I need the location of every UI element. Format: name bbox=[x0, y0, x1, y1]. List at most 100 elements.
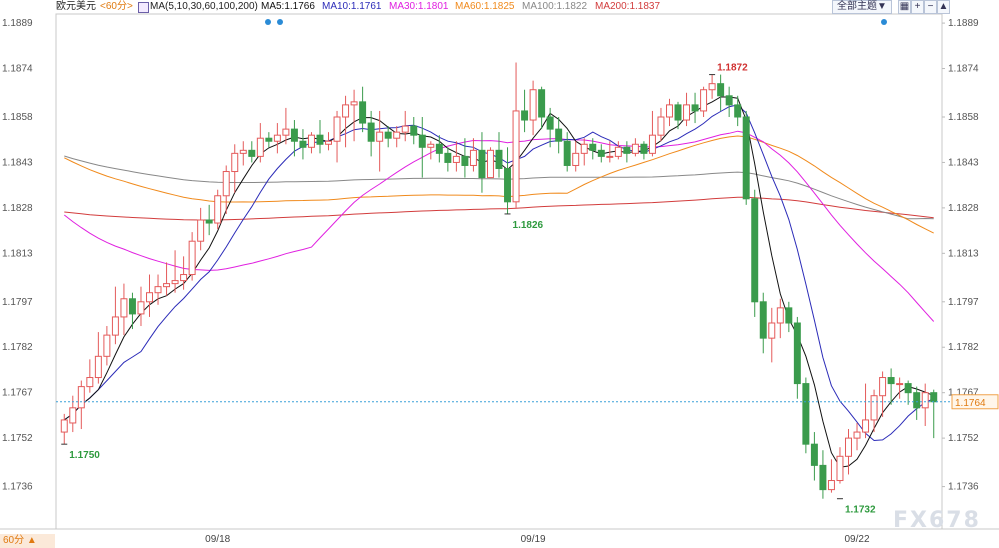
candle-body-down[interactable] bbox=[435, 143, 443, 154]
timeframe-badge[interactable]: 60分 ▲ bbox=[0, 534, 55, 548]
candle-body-down[interactable] bbox=[674, 104, 682, 121]
candle-body-down[interactable] bbox=[410, 125, 418, 136]
candle-body-up[interactable] bbox=[86, 377, 94, 388]
candle-body-up[interactable] bbox=[862, 419, 870, 433]
candle-body-down[interactable] bbox=[819, 464, 827, 491]
candle-body-up[interactable] bbox=[188, 240, 196, 276]
candle-body-up[interactable] bbox=[239, 149, 247, 154]
event-marker-icon[interactable] bbox=[265, 19, 271, 25]
candle-body-up[interactable] bbox=[572, 152, 580, 166]
candle-body-up[interactable] bbox=[154, 286, 162, 294]
event-marker-icon[interactable] bbox=[881, 19, 887, 25]
candle-body-down[interactable] bbox=[384, 131, 392, 139]
candle-body-down[interactable] bbox=[444, 152, 452, 163]
candle-body-up[interactable] bbox=[648, 134, 656, 154]
candle-body-up[interactable] bbox=[376, 131, 384, 142]
candle-body-up[interactable] bbox=[666, 104, 673, 118]
candle-body-down[interactable] bbox=[734, 104, 742, 118]
candle-body-down[interactable] bbox=[810, 443, 818, 466]
candle-body-up[interactable] bbox=[853, 431, 861, 439]
candle-body-up[interactable] bbox=[896, 383, 904, 386]
candle-body-up[interactable] bbox=[214, 195, 222, 224]
candle-body-down[interactable] bbox=[793, 322, 801, 385]
candle-body-up[interactable] bbox=[427, 143, 435, 148]
candle-body-down[interactable] bbox=[597, 149, 605, 157]
candle-body-up[interactable] bbox=[452, 155, 460, 163]
candle-body-down[interactable] bbox=[589, 143, 597, 151]
scroll-up-icon[interactable]: ▲ bbox=[937, 0, 950, 14]
candle-body-up[interactable] bbox=[120, 298, 128, 318]
candle-body-up[interactable] bbox=[111, 316, 119, 336]
candle-body-up[interactable] bbox=[273, 134, 281, 142]
candle-body-down[interactable] bbox=[521, 110, 529, 121]
candle-body-down[interactable] bbox=[563, 140, 571, 166]
candle-body-up[interactable] bbox=[231, 152, 239, 173]
candle-body-down[interactable] bbox=[538, 89, 546, 118]
candle-body-up[interactable] bbox=[580, 143, 588, 154]
candle-body-down[interactable] bbox=[802, 383, 810, 445]
candle-body-up[interactable] bbox=[307, 134, 315, 148]
candle-body-up[interactable] bbox=[845, 437, 852, 457]
candle-body-down[interactable] bbox=[717, 83, 725, 97]
candle-body-down[interactable] bbox=[751, 198, 759, 303]
candle-body-up[interactable] bbox=[879, 377, 887, 397]
timeframe-label[interactable]: <60分> bbox=[100, 1, 133, 12]
candle-body-up[interactable] bbox=[163, 283, 171, 288]
candle-body-up[interactable] bbox=[614, 146, 622, 157]
candle-body-up[interactable] bbox=[529, 89, 537, 121]
candle-body-up[interactable] bbox=[77, 386, 85, 409]
candle-body-up[interactable] bbox=[146, 292, 153, 303]
candle-body-up[interactable] bbox=[512, 110, 520, 203]
candle-body-up[interactable] bbox=[197, 219, 205, 242]
candle-body-down[interactable] bbox=[299, 140, 307, 148]
candle-body-up[interactable] bbox=[606, 155, 614, 158]
candle-body-down[interactable] bbox=[759, 301, 767, 339]
candle-body-up[interactable] bbox=[836, 455, 844, 482]
candle-body-down[interactable] bbox=[248, 149, 256, 157]
candle-body-up[interactable] bbox=[94, 355, 102, 379]
candle-body-up[interactable] bbox=[870, 395, 878, 421]
candle-body-down[interactable] bbox=[495, 149, 503, 170]
candle-body-up[interactable] bbox=[137, 301, 145, 315]
candle-body-up[interactable] bbox=[60, 419, 68, 433]
candle-body-up[interactable] bbox=[171, 280, 179, 285]
candle-body-down[interactable] bbox=[316, 134, 324, 145]
candle-body-down[interactable] bbox=[461, 155, 469, 166]
candle-body-down[interactable] bbox=[725, 95, 733, 106]
event-marker-icon[interactable] bbox=[277, 19, 283, 25]
candle-body-up[interactable] bbox=[401, 125, 409, 133]
candle-body-up[interactable] bbox=[333, 116, 341, 142]
candle-body-down[interactable] bbox=[128, 298, 136, 315]
candle-body-up[interactable] bbox=[486, 149, 494, 179]
candle-body-up[interactable] bbox=[103, 334, 111, 357]
candle-body-up[interactable] bbox=[827, 480, 835, 491]
candle-body-down[interactable] bbox=[930, 392, 938, 403]
candle-body-down[interactable] bbox=[785, 307, 793, 324]
candle-body-down[interactable] bbox=[904, 383, 912, 394]
candle-body-down[interactable] bbox=[265, 137, 273, 142]
candle-body-up[interactable] bbox=[776, 307, 784, 324]
candle-body-up[interactable] bbox=[708, 83, 716, 91]
candle-body-up[interactable] bbox=[180, 274, 188, 282]
candle-body-down[interactable] bbox=[367, 122, 375, 142]
candle-body-up[interactable] bbox=[700, 89, 708, 112]
candle-body-down[interactable] bbox=[478, 149, 486, 179]
candle-body-down[interactable] bbox=[887, 377, 895, 385]
candle-body-down[interactable] bbox=[546, 116, 554, 130]
candle-body-down[interactable] bbox=[555, 128, 563, 142]
grid-icon[interactable]: ▦ bbox=[898, 0, 911, 14]
candle-body-down[interactable] bbox=[623, 146, 631, 154]
candle-body-down[interactable] bbox=[913, 392, 921, 409]
candle-body-down[interactable] bbox=[640, 143, 648, 154]
candle-body-down[interactable] bbox=[504, 168, 512, 203]
theme-select-button[interactable]: 全部主题▼ bbox=[832, 0, 892, 14]
zoom-out-icon[interactable]: − bbox=[924, 0, 937, 14]
candle-body-up[interactable] bbox=[342, 104, 350, 118]
candle-body-down[interactable] bbox=[359, 101, 367, 124]
zoom-in-icon[interactable]: + bbox=[911, 0, 924, 14]
candle-body-up[interactable] bbox=[631, 143, 639, 154]
candle-body-up[interactable] bbox=[768, 322, 776, 339]
candle-body-up[interactable] bbox=[657, 116, 665, 136]
candle-body-down[interactable] bbox=[742, 116, 750, 200]
